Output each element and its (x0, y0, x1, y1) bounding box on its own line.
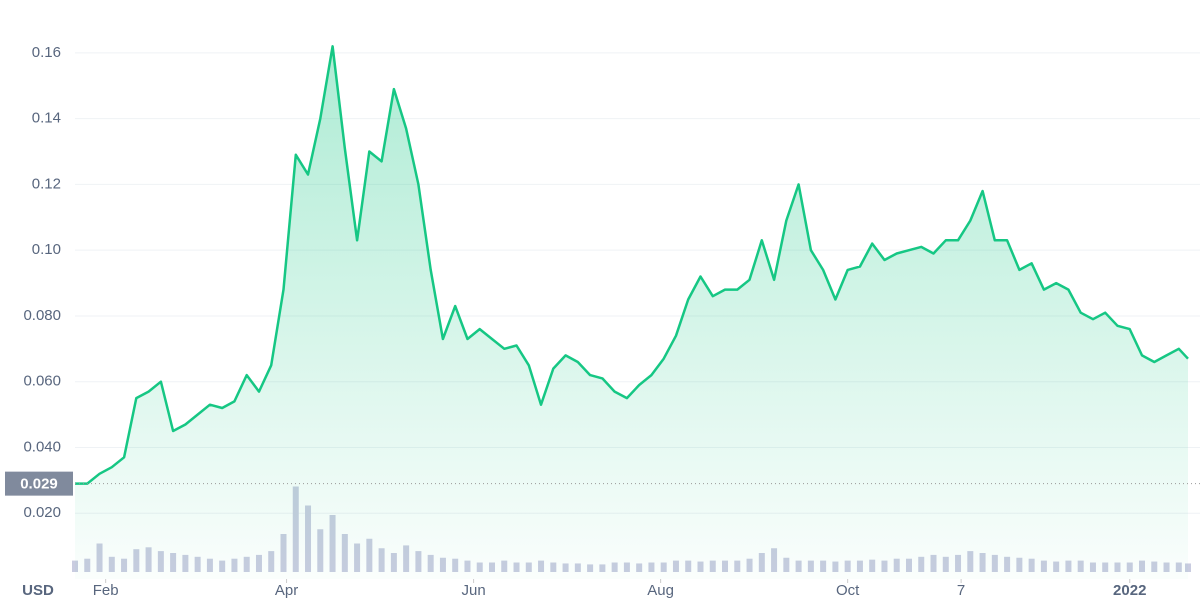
reference-label: 0.029 (20, 476, 58, 493)
x-tick-label: 2022 (1113, 582, 1146, 599)
axis-labels: 0.020 0.040 0.060 0.080 0.10 0.12 0.14 0.16 Feb A… (5, 44, 1200, 599)
unit-label: USD (22, 582, 54, 599)
y-tick-label: 0.16 (32, 44, 61, 61)
y-tick-label: 0.10 (32, 241, 61, 258)
x-tick-label: Oct (836, 582, 860, 599)
price-area (75, 46, 1188, 580)
price-line (75, 45, 1189, 485)
x-tick-label: Feb (93, 582, 119, 599)
y-tick-label: 0.060 (23, 373, 61, 390)
y-tick-label: 0.080 (23, 307, 61, 324)
x-tick-label: Aug (647, 582, 674, 599)
y-tick-label: 0.14 (32, 110, 61, 127)
y-tick-label: 0.040 (23, 438, 61, 455)
x-tick-label: Apr (275, 582, 298, 599)
x-tick-label: 7 (957, 582, 965, 599)
y-tick-label: 0.020 (23, 504, 61, 521)
x-tick-label: Jun (462, 582, 486, 599)
reference-badge (5, 471, 73, 496)
y-tick-label: 0.12 (32, 175, 61, 192)
price (75, 45, 1189, 580)
